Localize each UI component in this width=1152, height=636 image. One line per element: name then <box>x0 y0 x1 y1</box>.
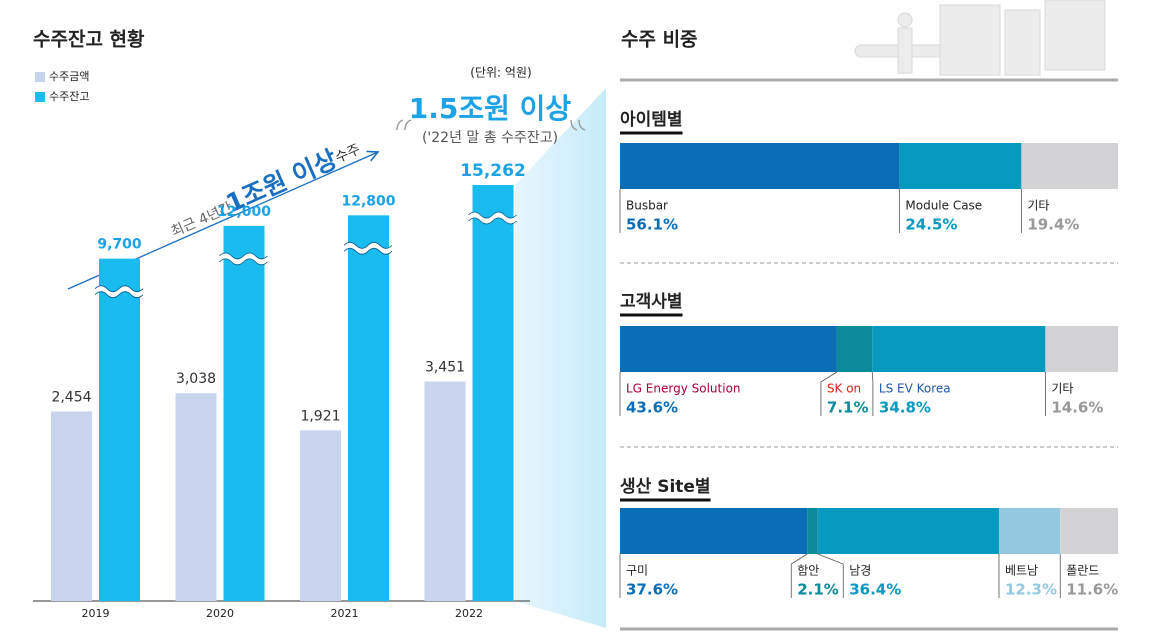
quote-marks <box>396 119 586 131</box>
segment-value: 43.6% <box>626 399 678 417</box>
unit-label: (단위: 억원) <box>470 66 531 80</box>
trend-text: 수주 <box>333 141 363 166</box>
segment-value: 19.4% <box>1027 216 1079 234</box>
legend-swatch <box>35 72 45 82</box>
focus-funnel <box>515 88 606 628</box>
value-label: 12,800 <box>341 193 395 209</box>
segment-name: 구미 <box>626 564 648 578</box>
axis-break <box>93 286 145 298</box>
section-title: 아이템별 <box>620 110 683 130</box>
label-leader <box>820 371 838 416</box>
bar <box>99 258 140 601</box>
section-title: 생산 Site별 <box>620 477 711 497</box>
panel-title: 수주 비중 <box>621 29 698 51</box>
segment-value: 14.6% <box>1051 399 1103 417</box>
bar <box>300 430 341 601</box>
legend-swatch <box>35 92 45 102</box>
illustration <box>854 0 1106 76</box>
value-label: 1,921 <box>300 408 340 424</box>
segment-name: 기타 <box>1051 382 1073 396</box>
segment-value: 34.8% <box>879 399 931 417</box>
axis-break-edge <box>219 258 268 266</box>
bar <box>51 411 92 601</box>
segment-name: 함안 <box>797 564 819 578</box>
segment-name: 기타 <box>1027 199 1049 213</box>
axis-break <box>217 253 270 265</box>
section-title: 고객사별 <box>620 292 683 312</box>
x-tick-label: 2022 <box>455 607 483 620</box>
x-tick-label: 2021 <box>331 607 359 620</box>
value-label: 3,038 <box>176 371 216 387</box>
bar <box>175 393 217 601</box>
segment-name: 베트남 <box>1005 564 1038 578</box>
bar-segment <box>1060 508 1118 554</box>
x-tick-label: 2020 <box>206 607 234 620</box>
segment-name: 폴란드 <box>1066 564 1099 578</box>
segment-name: LS EV Korea <box>879 382 951 396</box>
bar <box>424 381 466 601</box>
bar-segment <box>817 508 999 554</box>
bar-segment <box>836 326 873 372</box>
bar-segment <box>1045 326 1118 372</box>
axis-break <box>342 242 394 254</box>
segment-value: 2.1% <box>797 581 839 599</box>
legend-label: 수주잔고 <box>49 90 89 103</box>
label-leader <box>871 371 874 416</box>
bar-segment <box>872 326 1046 372</box>
axis-break-edge <box>94 285 144 293</box>
legend-label: 수주금액 <box>49 70 89 83</box>
x-tick-label: 2019 <box>82 607 110 620</box>
axis-break-edge <box>94 291 144 299</box>
bar-segment <box>807 508 818 554</box>
value-label: 15,262 <box>460 161 526 181</box>
bar-segment <box>998 508 1061 554</box>
label-leader <box>790 553 808 598</box>
trend-annotation: 최근 4년간 1조원 이상 수주 <box>169 141 363 240</box>
bar-segment <box>1021 143 1118 189</box>
segment-value: 24.5% <box>905 216 957 234</box>
segment-name: Busbar <box>626 199 668 213</box>
axis-break-edge <box>343 241 393 249</box>
segment-value: 7.1% <box>827 399 869 417</box>
bar-segment <box>899 143 1022 189</box>
chart-title: 수주잔고 현황 <box>33 28 145 51</box>
bar <box>348 215 389 602</box>
headline: 1.5조원 이상 <box>409 92 572 125</box>
value-label: 9,700 <box>97 237 142 253</box>
segment-value: 37.6% <box>626 581 678 599</box>
segment-name: LG Energy Solution <box>626 382 741 396</box>
value-label: 2,454 <box>51 389 91 405</box>
value-label: 12,000 <box>217 204 271 220</box>
segment-value: 11.6% <box>1066 581 1118 599</box>
axis-break-edge <box>219 252 268 260</box>
segment-value: 56.1% <box>626 216 678 234</box>
segment-name: 남경 <box>849 564 871 578</box>
bar-segment <box>620 508 808 554</box>
segment-value: 36.4% <box>849 581 901 599</box>
bar <box>223 225 265 601</box>
segment-name: SK on <box>827 382 861 396</box>
axis-break-edge <box>343 247 393 255</box>
label-leader <box>817 553 844 598</box>
segment-value: 12.3% <box>1005 581 1057 599</box>
bar <box>472 185 514 601</box>
bar-segment <box>620 143 900 189</box>
axis-break-edge <box>468 211 517 219</box>
segment-name: Module Case <box>905 199 982 213</box>
value-label: 3,451 <box>425 359 465 375</box>
bar-segment <box>620 326 837 372</box>
axis-break-edge <box>468 217 517 225</box>
headline-note: ('22년 말 총 수주잔고) <box>422 130 558 146</box>
axis-break <box>466 212 519 224</box>
